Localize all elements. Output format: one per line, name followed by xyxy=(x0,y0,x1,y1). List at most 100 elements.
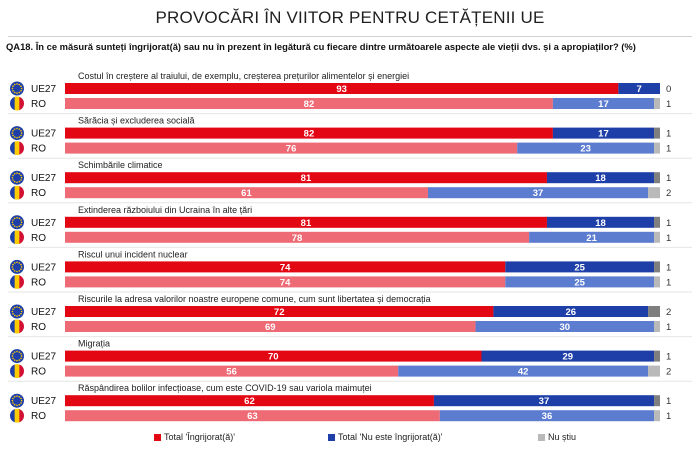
bar-segment xyxy=(65,83,619,94)
eu-flag-icon-star xyxy=(12,219,14,221)
ro-flag-icon-6-stripe xyxy=(14,364,20,379)
eu-flag-icon-star xyxy=(12,85,14,87)
eu-flag-icon xyxy=(10,259,24,274)
eu-flag-icon-star xyxy=(20,130,22,132)
eu-flag-icon-star xyxy=(16,315,18,317)
eu-flag-icon-star xyxy=(18,136,21,138)
eu-flag-icon-star xyxy=(13,359,16,361)
bar-value-label: 81 xyxy=(301,218,312,229)
bar-segment xyxy=(433,395,655,407)
bar-value-label: 70 xyxy=(268,352,279,363)
eu-flag-icon-star xyxy=(13,83,16,86)
eu-flag-icon-star xyxy=(20,268,22,271)
legend-swatch-worried xyxy=(154,433,161,441)
eu-flag-icon-star xyxy=(13,128,16,130)
legend-swatch-not-worried xyxy=(328,433,335,441)
bar-segment xyxy=(481,350,655,362)
eu-flag-icon-star xyxy=(16,92,18,94)
row-label: RO xyxy=(31,322,46,333)
legend-item-worried: Total 'Îngrijorat(ă)' xyxy=(154,432,235,442)
eu-flag-icon-star xyxy=(16,261,18,264)
bar-segment xyxy=(505,261,655,273)
eu-flag-icon-star xyxy=(12,179,14,181)
bar-segment xyxy=(65,410,440,422)
eu-flag-icon-star xyxy=(16,216,18,219)
ro-flag-icon-1-stripe xyxy=(10,141,15,156)
dont-know-value: 1 xyxy=(666,129,671,140)
eu-flag-icon-star xyxy=(18,128,21,130)
eu-flag-icon-star xyxy=(12,174,14,177)
eu-flag-icon-star xyxy=(12,397,14,400)
eu-flag-icon-star xyxy=(13,314,16,317)
row-label: RO xyxy=(31,99,46,110)
bar-value-label: 26 xyxy=(565,307,576,318)
group-label: Răspândirea bolilor infecțioase, cum est… xyxy=(78,383,372,393)
bar-segment xyxy=(618,83,660,94)
eu-flag-icon-star xyxy=(16,226,18,228)
bar-segment xyxy=(529,231,655,243)
bar-value-label: 74 xyxy=(280,262,291,273)
dont-know-value: 2 xyxy=(666,188,671,199)
group-label: Riscul unui incident nuclear xyxy=(78,249,188,259)
ro-flag-icon-6-stripe xyxy=(19,364,24,379)
eu-flag-icon-star xyxy=(20,355,23,357)
bar-value-label: 17 xyxy=(598,129,609,140)
row-label: RO xyxy=(31,144,46,155)
eu-flag-icon-star xyxy=(16,306,18,308)
row-label: RO xyxy=(31,233,46,244)
eu-flag-icon-star xyxy=(20,174,22,177)
bar-value-label: 29 xyxy=(562,352,573,363)
bar-segment xyxy=(654,142,660,154)
bar-value-label: 72 xyxy=(274,307,285,318)
ro-flag-icon-4-stripe xyxy=(10,274,15,289)
ro-flag-icon-7-stripe xyxy=(14,408,20,423)
ro-flag-icon-5-stripe xyxy=(10,319,15,334)
bar-segment xyxy=(648,187,660,199)
bar-segment xyxy=(552,127,655,139)
eu-flag-icon-star xyxy=(13,306,16,309)
eu-flag-icon-star xyxy=(13,180,16,183)
eu-flag-icon xyxy=(10,81,24,96)
bar-value-label: 23 xyxy=(580,144,591,155)
ro-flag-icon-2-stripe xyxy=(19,185,24,200)
bar-value-label: 42 xyxy=(518,367,529,378)
dont-know-value: 2 xyxy=(666,307,671,318)
eu-flag-icon-star xyxy=(18,172,21,175)
bar-value-label: 56 xyxy=(226,367,237,378)
bar-segment xyxy=(546,172,655,184)
dont-know-value: 1 xyxy=(666,322,671,333)
eu-flag-icon-star xyxy=(20,221,23,224)
eu-flag-icon-star xyxy=(16,181,18,184)
eu-flag-icon-star xyxy=(16,136,18,139)
group-label: Extinderea războiului din Ucraina în alt… xyxy=(78,205,252,215)
row-label: UE27 xyxy=(31,307,56,318)
eu-flag-icon-star xyxy=(12,308,14,311)
row-label: UE27 xyxy=(31,218,56,229)
eu-flag-icon-star xyxy=(11,176,14,179)
eu-flag-icon-star xyxy=(20,134,22,137)
eu-flag-icon-star xyxy=(16,127,18,130)
row-label: UE27 xyxy=(31,262,56,273)
ro-flag-icon-7-stripe xyxy=(10,408,15,423)
legend-label-worried: Total 'Îngrijorat(ă)' xyxy=(164,432,235,442)
page-title: PROVOCĂRI ÎN VIITOR PENTRU CETĂȚENII UE xyxy=(155,8,545,27)
group-label: Riscurile la adresa valorilor noastre eu… xyxy=(78,294,431,304)
eu-flag-icon-star xyxy=(18,403,21,406)
bar-segment xyxy=(65,231,530,243)
ro-flag-icon-5-stripe xyxy=(14,319,20,334)
eu-flag-icon-star xyxy=(13,403,16,406)
eu-flag-icon-star xyxy=(18,359,21,361)
bar-value-label: 36 xyxy=(542,411,553,422)
eu-flag-icon xyxy=(10,126,24,141)
bar-segment xyxy=(648,306,660,317)
ro-flag-icon-0-stripe xyxy=(10,96,15,111)
row-label: UE27 xyxy=(31,173,56,184)
eu-flag-icon-star xyxy=(12,263,14,266)
bar-segment xyxy=(654,172,660,184)
eu-flag-icon-star xyxy=(20,87,23,90)
bar-value-label: 76 xyxy=(286,144,297,155)
bar-segment xyxy=(654,410,660,422)
dont-know-value: 1 xyxy=(666,99,671,110)
bar-value-label: 62 xyxy=(244,396,255,407)
bar-value-label: 7 xyxy=(637,84,642,95)
